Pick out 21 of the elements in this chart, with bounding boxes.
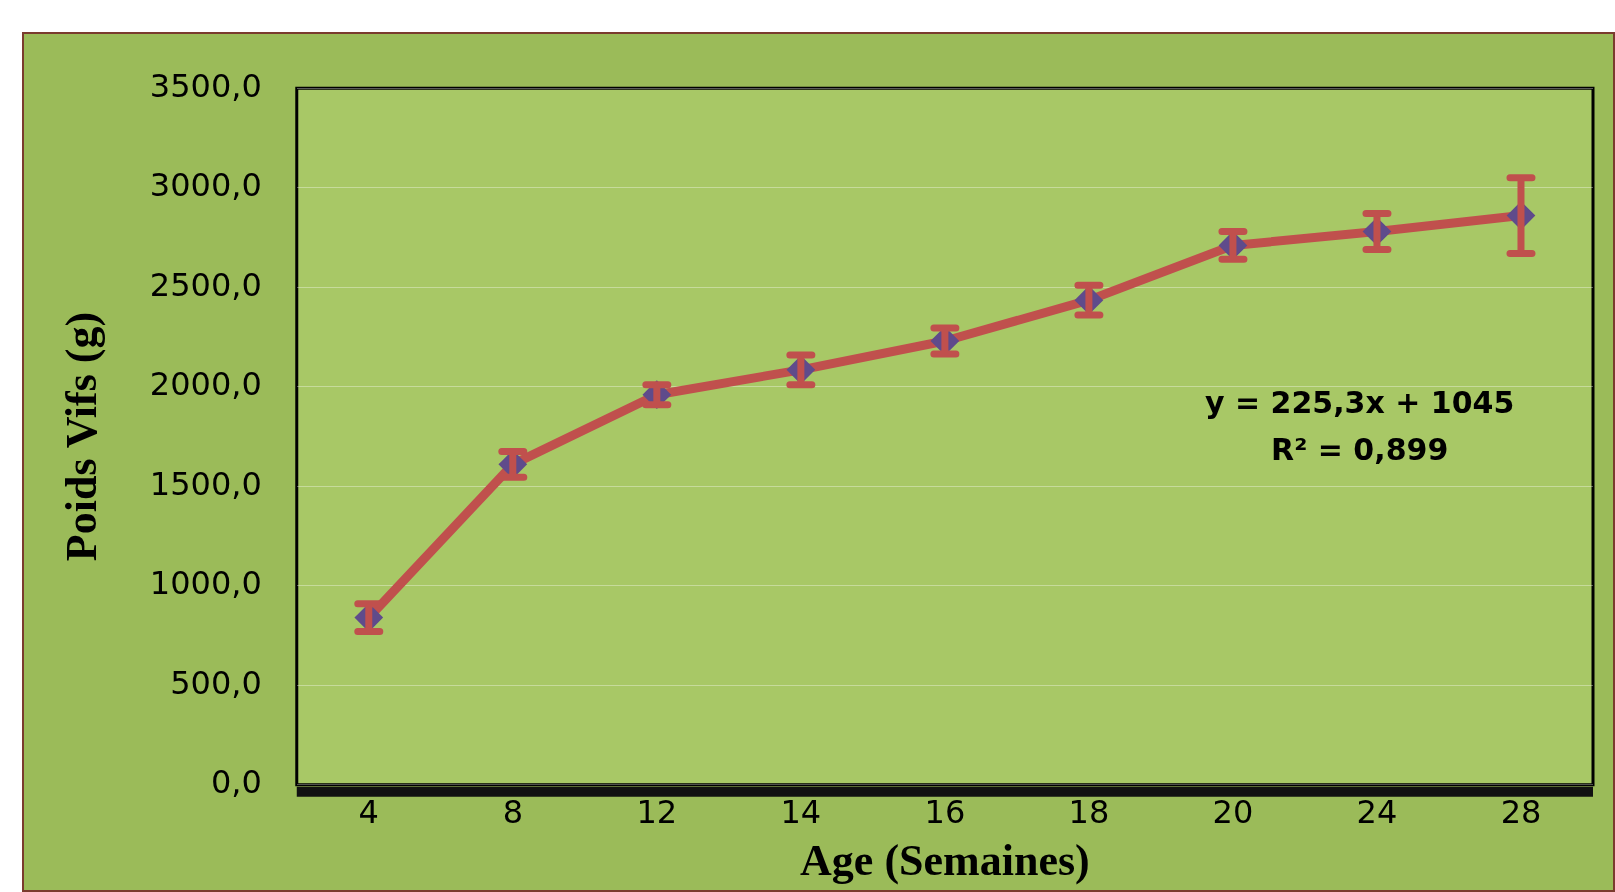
y-tick-label: 1000,0 (149, 564, 262, 603)
y-tick-label: 2500,0 (149, 265, 262, 304)
x-tick-label: 12 (636, 793, 678, 832)
x-tick-label: 24 (1356, 793, 1398, 832)
y-tick-label: 1500,0 (149, 464, 262, 503)
x-tick-label: 20 (1212, 793, 1254, 832)
y-tick-label: 3000,0 (149, 166, 262, 205)
annotation: R² = 0,899 (1271, 432, 1449, 468)
x-tick-label: 28 (1500, 793, 1542, 832)
y-tick-label: 500,0 (170, 663, 262, 702)
y-tick-label: 3500,0 (149, 66, 262, 105)
x-tick-label: 18 (1068, 793, 1110, 832)
y-axis-title: Poids Vifs (g) (56, 311, 106, 562)
y-tick-label: 0,0 (210, 763, 262, 802)
y-tick-label: 2000,0 (149, 365, 262, 404)
x-axis-title: Age (Semaines) (800, 835, 1090, 885)
x-tick-label: 14 (780, 793, 822, 832)
x-tick-label: 16 (924, 793, 966, 832)
x-tick-label: 8 (502, 793, 523, 832)
x-tick-label: 4 (358, 793, 379, 832)
annotation: y = 225,3x + 1045 (1205, 385, 1515, 421)
